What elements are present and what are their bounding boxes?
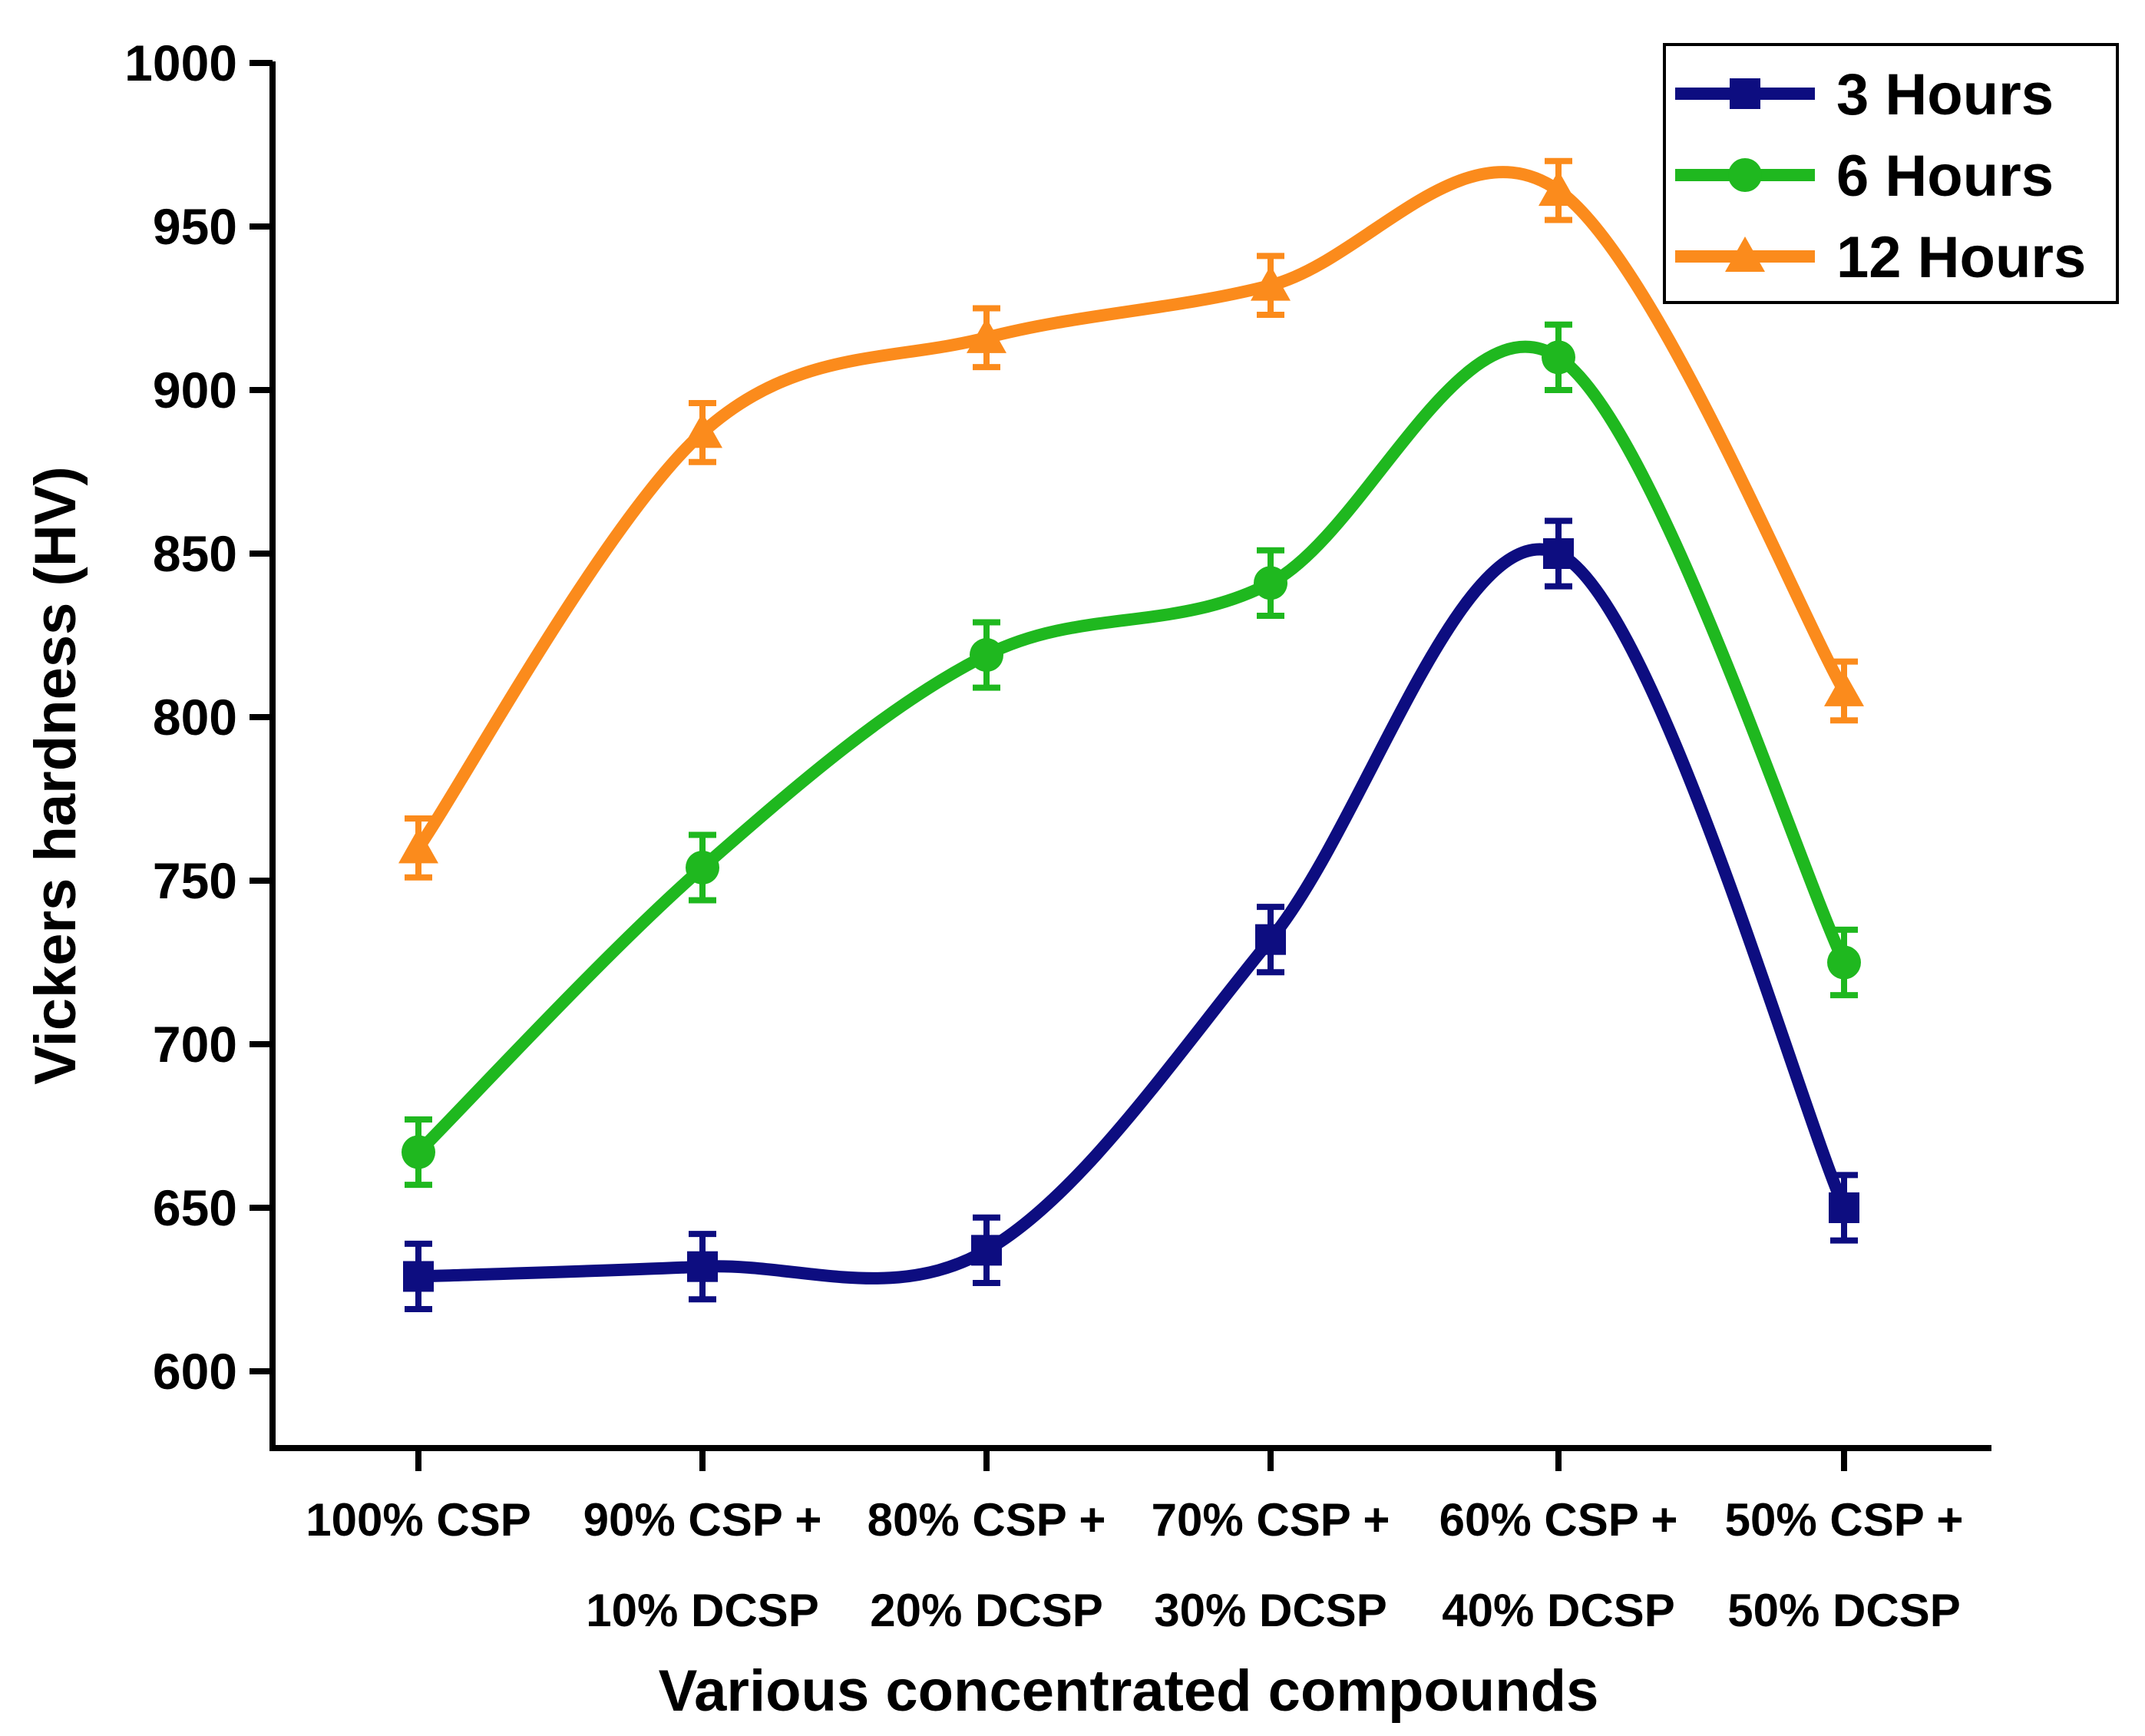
legend-item-6-hours: 6 Hours — [1675, 144, 2054, 209]
x-axis-title: Various concentrated compounds — [659, 1658, 1599, 1724]
y-axis-title: Vickers hardness (HV) — [23, 466, 88, 1084]
data-point-3-hours — [403, 1261, 434, 1292]
y-tick-label: 750 — [153, 852, 237, 909]
x-tick-label: 30% DCSP — [1154, 1585, 1386, 1636]
legend-marker-12-hours — [1725, 236, 1765, 272]
y-tick-label: 650 — [153, 1179, 237, 1236]
x-tick-label: 50% CSP + — [1725, 1494, 1964, 1546]
y-tick-label: 900 — [153, 362, 237, 418]
x-tick-label: 70% CSP + — [1152, 1494, 1390, 1546]
legend-label-6-hours: 6 Hours — [1836, 144, 2054, 209]
series-line-6-hours — [412, 340, 1850, 1159]
series-3-hours — [403, 517, 1859, 1313]
legend-label-12-hours: 12 Hours — [1836, 225, 2086, 290]
axes: 600 650 700 750 800 850 900 950 1000 100% CSP 90% … — [124, 35, 1991, 1636]
legend-marker-3-hours — [1730, 78, 1760, 109]
legend: 3 Hours 6 Hours 12 Hours — [1663, 43, 2119, 304]
x-tick-label: 40% DCSP — [1442, 1585, 1674, 1636]
legend-item-3-hours: 3 Hours — [1675, 62, 2054, 127]
legend-item-12-hours: 12 Hours — [1675, 225, 2086, 290]
x-tick-label: 60% CSP + — [1439, 1494, 1678, 1546]
data-point-12-hours — [398, 828, 438, 864]
legend-marker-6-hours — [1728, 158, 1762, 192]
y-tick-label: 850 — [153, 525, 237, 582]
data-point-3-hours — [687, 1251, 718, 1282]
legend-label-3-hours: 3 Hours — [1836, 62, 2054, 127]
data-point-6-hours — [1542, 340, 1575, 375]
data-point-3-hours — [1829, 1192, 1859, 1223]
x-tick-label: 20% DCSP — [870, 1585, 1102, 1636]
data-point-6-hours — [970, 638, 1003, 673]
series-6-hours — [402, 321, 1861, 1189]
data-point-12-hours — [1251, 265, 1291, 301]
data-point-6-hours — [686, 850, 719, 885]
series-layer — [398, 157, 1864, 1313]
y-tick-label: 600 — [153, 1343, 237, 1400]
data-point-3-hours — [971, 1235, 1002, 1266]
y-tick-label: 1000 — [124, 35, 237, 91]
series-line-3-hours — [412, 543, 1850, 1285]
series-12-hours — [398, 157, 1864, 881]
data-point-3-hours — [1543, 538, 1574, 569]
x-tick-label: 10% DCSP — [586, 1585, 818, 1636]
data-point-12-hours — [682, 412, 722, 448]
data-point-12-hours — [1539, 170, 1578, 207]
x-tick-label: 50% DCSP — [1727, 1585, 1960, 1636]
x-tick-label: 90% CSP + — [583, 1494, 822, 1546]
data-point-6-hours — [1254, 566, 1287, 600]
x-tick-label: 80% CSP + — [868, 1494, 1106, 1546]
data-point-6-hours — [1827, 945, 1861, 980]
y-tick-label: 800 — [153, 689, 237, 746]
x-tick-label: 100% CSP — [306, 1494, 531, 1546]
data-point-3-hours — [1255, 924, 1286, 955]
data-point-6-hours — [402, 1135, 435, 1169]
data-point-12-hours — [967, 317, 1006, 353]
series-line-12-hours — [412, 166, 1850, 855]
y-tick-label: 700 — [153, 1016, 237, 1073]
data-point-12-hours — [1824, 670, 1864, 706]
y-tick-label: 950 — [153, 198, 237, 255]
